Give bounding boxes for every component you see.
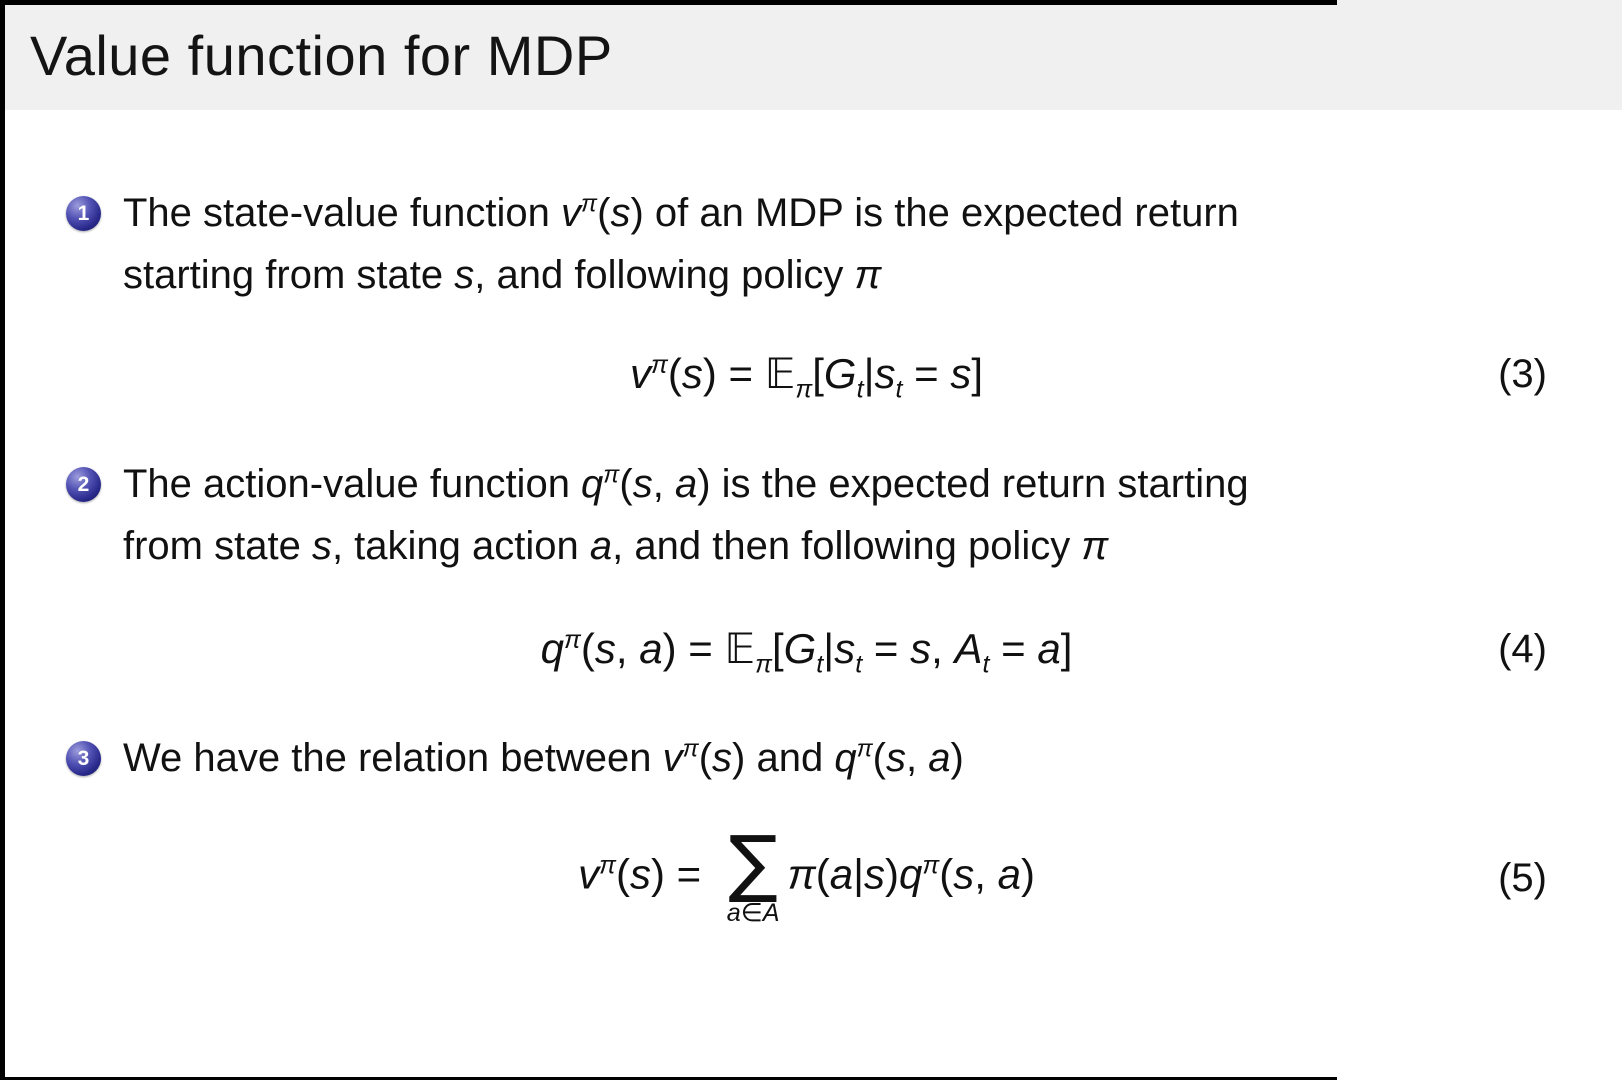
- equation-row-5: vπ(s) = ∑ a∈A π(a|s)qπ(s, a) (5): [66, 821, 1547, 927]
- slide-top-border: [0, 0, 1337, 5]
- slide-bottom-border: [0, 1077, 1337, 1080]
- slide-title: Value function for MDP: [30, 23, 613, 87]
- slide-left-border: [0, 0, 5, 1080]
- bullet-item-3: 3 We have the relation between vπ(s) and…: [66, 727, 1547, 789]
- equation-5-math: vπ(s) = ∑ a∈A π(a|s)qπ(s, a): [578, 821, 1035, 927]
- sum-operator: ∑ a∈A: [726, 821, 780, 927]
- equation-4-math: qπ(s, a) = 𝔼π[Gt|st = s, At = a]: [540, 623, 1073, 678]
- bullet-number-3: 3: [77, 747, 90, 770]
- bullet-ball-icon-3: 3: [66, 741, 101, 776]
- equation-3-math: vπ(s) = 𝔼π[Gt|st = s]: [629, 349, 984, 404]
- bullet-number-2: 2: [77, 472, 90, 496]
- bullet-text-3: We have the relation between vπ(s) and q…: [123, 735, 964, 780]
- equation-4-number: (4): [1498, 626, 1547, 671]
- equation-5-number: (5): [1498, 855, 1547, 900]
- bullet-number-1: 1: [77, 202, 90, 225]
- bullet-text-2: The action-value function qπ(s, a) is th…: [123, 461, 1249, 568]
- bullet-item-1: 1 The state-value function vπ(s) of an M…: [66, 182, 1547, 306]
- equation-3-number: (3): [1498, 352, 1547, 397]
- bullet-ball-icon-2: 2: [66, 466, 101, 502]
- bullet-item-2: 2 The action-value function qπ(s, a) is …: [66, 453, 1547, 577]
- slide-header: Value function for MDP: [0, 0, 1622, 110]
- bullet-text-1: The state-value function vπ(s) of an MDP…: [123, 190, 1239, 297]
- slide-content: 1 The state-value function vπ(s) of an M…: [0, 110, 1622, 926]
- equation-row-4: qπ(s, a) = 𝔼π[Gt|st = s, At = a] (4): [66, 623, 1547, 678]
- equation-row-3: vπ(s) = 𝔼π[Gt|st = s] (3): [66, 348, 1547, 404]
- bullet-ball-icon-1: 1: [66, 196, 101, 231]
